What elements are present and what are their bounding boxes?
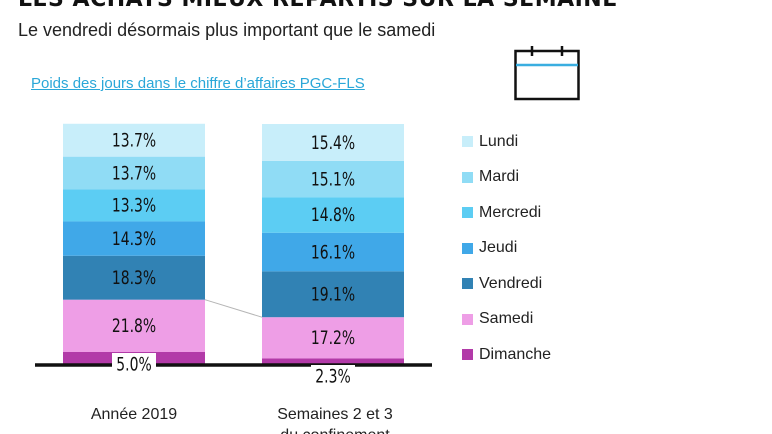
data-label-lundi-2: 15.4% xyxy=(311,132,355,154)
legend-item-jeudi: Jeudi xyxy=(462,231,551,267)
bar-segment-jeudi-1 xyxy=(63,221,205,256)
legend-swatch xyxy=(462,171,473,183)
data-label-dimanche-1: 5.0% xyxy=(116,353,151,375)
legend-item-samedi: Samedi xyxy=(462,302,551,338)
data-label-mardi-1: 13.7% xyxy=(112,162,156,184)
data-label-lundi-1: 13.7% xyxy=(112,129,156,151)
bar-segment-jeudi-2 xyxy=(262,232,404,272)
data-label-dimanche-2: 2.3% xyxy=(315,365,350,387)
bar-segment-mercredi-1 xyxy=(63,189,205,222)
data-label-samedi-2: 17.2% xyxy=(311,327,355,349)
label-box-dimanche-1 xyxy=(112,353,156,375)
bar-segment-mardi-1 xyxy=(63,156,205,190)
legend-swatch xyxy=(462,278,473,290)
data-label-mercredi-1: 13.3% xyxy=(112,195,156,217)
data-label-jeudi-2: 16.1% xyxy=(311,241,355,263)
data-label-jeudi-1: 14.3% xyxy=(112,228,156,250)
legend-item-dimanche: Dimanche xyxy=(462,337,551,373)
category-label-2: Semaines 2 et 3du confinement xyxy=(277,406,393,434)
category-label-1: Année 2019 xyxy=(91,406,177,423)
legend-label: Mercredi xyxy=(479,203,542,221)
chart-source-link[interactable]: Poids des jours dans le chiffre d’affair… xyxy=(31,75,365,92)
bar-segment-mercredi-2 xyxy=(262,197,404,233)
data-label-samedi-1: 21.8% xyxy=(112,315,156,337)
legend-item-mercredi: Mercredi xyxy=(462,195,551,231)
chart-legend: Lundi Mardi Mercredi Jeudi Vendredi Samedi Dim… xyxy=(462,124,551,373)
bar-segment-mardi-2 xyxy=(262,160,404,198)
legend-item-mardi: Mardi xyxy=(462,160,551,196)
legend-swatch xyxy=(462,313,473,325)
chart-title: LES ACHATS MIEUX RÉPARTIS SUR LA SEMAINE xyxy=(18,0,618,12)
bar-segment-vendredi-2 xyxy=(262,271,404,318)
data-label-mercredi-2: 14.8% xyxy=(311,204,355,226)
calendar-icon xyxy=(514,46,580,101)
data-label-mardi-2: 15.1% xyxy=(311,168,355,190)
bar-segment-lundi-1 xyxy=(63,123,205,157)
legend-item-vendredi: Vendredi xyxy=(462,266,551,302)
bar-segment-samedi-1 xyxy=(63,299,205,352)
legend-swatch xyxy=(462,136,473,148)
legend-swatch xyxy=(462,207,473,219)
legend-label: Dimanche xyxy=(479,345,552,363)
data-label-vendredi-1: 18.3% xyxy=(112,267,156,289)
data-label-vendredi-2: 19.1% xyxy=(311,283,355,305)
legend-label: Jeudi xyxy=(479,239,518,257)
legend-swatch xyxy=(462,242,473,254)
bar-segment-lundi-2 xyxy=(262,124,404,161)
legend-label: Samedi xyxy=(479,310,534,328)
legend-label: Vendredi xyxy=(479,274,543,292)
bar-segment-samedi-2 xyxy=(262,317,404,359)
bar-segment-dimanche-2 xyxy=(262,358,404,364)
legend-label: Lundi xyxy=(479,132,519,150)
legend-item-lundi: Lundi xyxy=(462,124,551,160)
legend-swatch xyxy=(462,349,473,361)
legend-label: Mardi xyxy=(479,168,520,186)
chart-subtitle: Le vendredi désormais plus important que… xyxy=(18,20,436,40)
connector-line xyxy=(204,299,263,318)
label-box-dimanche-2 xyxy=(311,365,355,387)
bar-segment-vendredi-1 xyxy=(63,255,205,300)
